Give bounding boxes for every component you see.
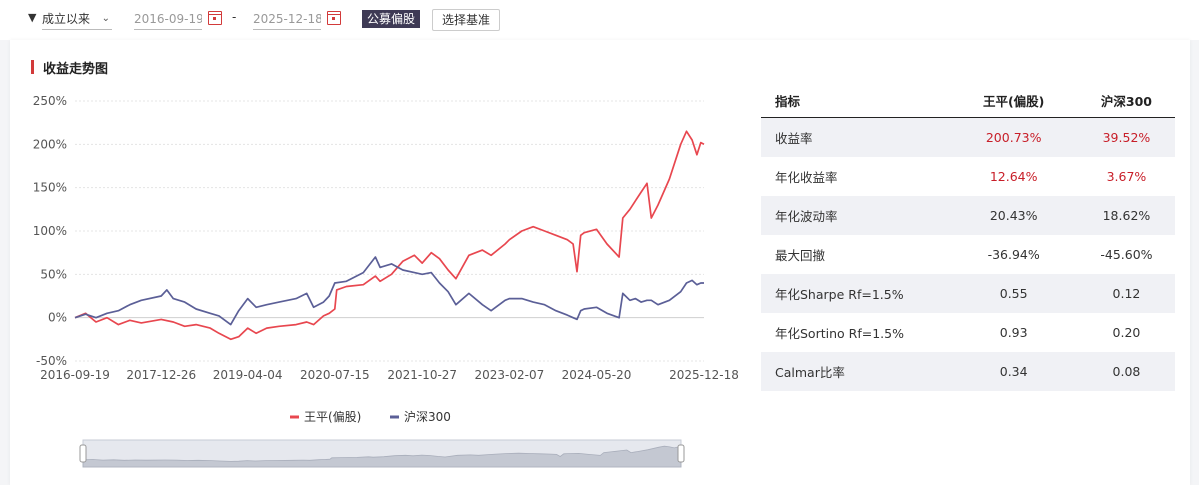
filter-icon: ▼: [28, 11, 37, 24]
fund-value: 0.93: [999, 325, 1028, 340]
x-tick-label: 2023-02-07: [474, 368, 544, 382]
fund-value: 20.43%: [949, 196, 1078, 235]
return-trend-chart: 250% 200% 150% 100% 50% 0% -50%2016-09-19 2017-…: [33, 94, 739, 468]
header-fund: 王平(偏股): [949, 84, 1078, 118]
y-tick-label: 200%: [33, 137, 67, 151]
metric-label: Calmar比率: [761, 352, 950, 391]
y-tick-label: 0%: [48, 311, 67, 325]
x-tick-label: 2024-05-20: [562, 368, 632, 382]
start-date-input[interactable]: [134, 9, 202, 30]
title-accent-bar: [31, 60, 34, 74]
x-tick-label: 2019-04-04: [213, 368, 283, 382]
series-line-fund: [74, 130, 705, 341]
chevron-down-icon: ⌄: [101, 13, 110, 24]
benchmark-value: 0.12: [1077, 274, 1175, 313]
metric-label: 最大回撤: [775, 248, 826, 263]
header-metric: 指标: [761, 84, 950, 118]
end-date-input[interactable]: [253, 9, 321, 30]
x-tick-label: 2021-10-27: [387, 368, 457, 382]
header-benchmark: 沪深300: [1077, 84, 1175, 118]
table-row: 收益率 200.73% 39.52%: [761, 117, 1175, 157]
table-row: 年化Sortino Rf=1.5% 0.93 0.20: [761, 313, 1175, 352]
y-tick-label: 250%: [33, 94, 67, 108]
period-select-value: 成立以来: [42, 12, 91, 26]
legend-label: 沪深300: [404, 410, 451, 424]
y-tick-label: -50%: [36, 354, 67, 368]
select-benchmark-button[interactable]: 选择基准: [432, 9, 501, 31]
table-row: 年化收益率 12.64% 3.67%: [761, 157, 1175, 196]
range-slider-handle-left[interactable]: [79, 444, 87, 463]
y-tick-label: 50%: [40, 267, 67, 281]
table-row: 年化Sharpe Rf=1.5% 0.55 0.12: [761, 274, 1175, 313]
series-line-benchmark: [74, 256, 704, 326]
x-tick-label: 2016-09-19: [40, 368, 110, 382]
metric-label: 收益率: [761, 117, 950, 157]
table-row: 年化波动率 20.43% 18.62%: [761, 196, 1175, 235]
benchmark-value: 0.08: [1077, 352, 1175, 391]
x-tick-label: 2020-07-15: [300, 368, 370, 382]
metric-label: 年化波动率: [761, 196, 950, 235]
y-tick-label: 150%: [33, 181, 67, 195]
fund-value: 0.55: [949, 274, 1078, 313]
fund-type-tag[interactable]: 公募偏股: [362, 10, 421, 28]
period-select[interactable]: 成立以来 ⌄: [42, 9, 112, 30]
metric-label: 年化Sharpe Rf=1.5%: [761, 274, 950, 313]
benchmark-value: 18.62%: [1077, 196, 1175, 235]
x-tick-label: 2025-12-18: [669, 368, 739, 382]
range-slider-handle-right[interactable]: [677, 444, 685, 463]
filter-toolbar: ▼ 成立以来 ⌄ - 公募偏股 选择基准: [0, 0, 1199, 40]
date-separator: -: [232, 10, 237, 24]
card-title: 收益走势图: [43, 62, 109, 77]
metric-label: 年化收益率: [775, 170, 838, 185]
table-row: Calmar比率 0.34 0.08: [761, 352, 1175, 391]
metrics-header-row: 指标 王平(偏股) 沪深300: [761, 84, 1175, 118]
benchmark-value: 3.67%: [1106, 169, 1147, 184]
fund-value: 0.34: [949, 352, 1078, 391]
range-slider-preview: [82, 445, 682, 468]
x-tick-label: 2017-12-26: [126, 368, 196, 382]
calendar-icon[interactable]: [327, 11, 341, 25]
benchmark-value: 39.52%: [1077, 117, 1175, 157]
benchmark-value: 0.20: [1112, 325, 1141, 340]
y-tick-label: 100%: [33, 224, 67, 238]
calendar-icon[interactable]: [208, 11, 222, 25]
table-row: 最大回撤 -36.94% -45.60%: [761, 235, 1175, 274]
fund-value: 12.64%: [989, 169, 1038, 184]
legend-label: 王平(偏股): [304, 409, 361, 424]
metrics-table: 指标 王平(偏股) 沪深300 收益率 200.73% 39.52% 年化收益率…: [761, 84, 1175, 391]
metric-label: 年化Sortino Rf=1.5%: [775, 326, 904, 341]
fund-value: -36.94%: [987, 247, 1040, 262]
benchmark-value: -45.60%: [1100, 247, 1153, 262]
fund-value: 200.73%: [949, 117, 1078, 157]
